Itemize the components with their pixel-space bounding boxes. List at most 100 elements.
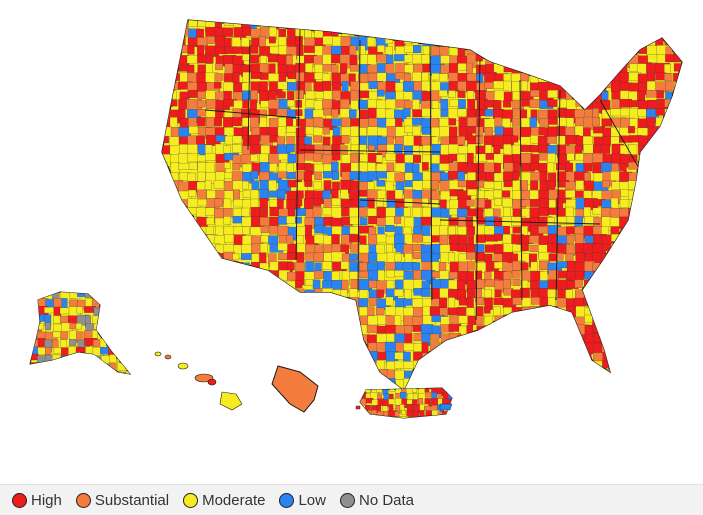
county-patch[interactable]	[213, 198, 224, 208]
county-patch[interactable]	[295, 360, 308, 369]
county-patch[interactable]	[547, 351, 560, 364]
county-patch[interactable]	[232, 163, 241, 171]
county-patch[interactable]	[250, 297, 265, 311]
county-patch[interactable]	[285, 55, 293, 67]
county-patch[interactable]	[565, 55, 580, 69]
county-patch[interactable]	[467, 315, 477, 325]
county-patch[interactable]	[241, 333, 256, 346]
county-patch[interactable]	[394, 411, 400, 417]
county-patch[interactable]	[278, 253, 288, 261]
county-patch[interactable]	[250, 170, 259, 180]
county-patch[interactable]	[556, 252, 564, 261]
county-patch[interactable]	[161, 271, 169, 283]
county-patch[interactable]	[566, 316, 575, 329]
county-patch[interactable]	[655, 108, 670, 116]
county-patch[interactable]	[665, 117, 676, 129]
county-patch[interactable]	[312, 279, 321, 289]
county-patch[interactable]	[60, 361, 74, 374]
county-patch[interactable]	[341, 297, 355, 311]
county-patch[interactable]	[674, 315, 688, 328]
county-patch[interactable]	[655, 234, 666, 249]
county-patch[interactable]	[457, 341, 467, 352]
county-patch[interactable]	[188, 280, 197, 292]
county-patch[interactable]	[566, 117, 575, 128]
county-patch[interactable]	[285, 18, 295, 28]
county-patch[interactable]	[619, 271, 633, 286]
county-patch[interactable]	[161, 207, 174, 222]
county-patch[interactable]	[638, 198, 647, 208]
county-patch[interactable]	[366, 324, 378, 333]
county-patch[interactable]	[269, 163, 278, 172]
county-patch[interactable]	[601, 271, 616, 285]
county-patch[interactable]	[276, 189, 286, 201]
county-patch[interactable]	[323, 370, 337, 379]
county-patch[interactable]	[340, 145, 348, 155]
county-patch[interactable]	[520, 314, 533, 327]
county-patch[interactable]	[358, 379, 372, 388]
county-patch[interactable]	[214, 298, 230, 309]
county-patch[interactable]	[674, 28, 687, 38]
county-patch[interactable]	[286, 315, 298, 327]
county-patch[interactable]	[674, 154, 682, 162]
county-patch[interactable]	[539, 271, 548, 282]
county-patch[interactable]	[430, 352, 441, 365]
county-patch[interactable]	[637, 343, 646, 357]
county-patch[interactable]	[367, 37, 376, 47]
county-patch[interactable]	[684, 28, 693, 37]
county-patch[interactable]	[412, 233, 424, 243]
county-patch[interactable]	[538, 19, 547, 26]
county-patch[interactable]	[233, 298, 246, 307]
county-patch[interactable]	[483, 333, 498, 346]
county-patch[interactable]	[162, 54, 175, 62]
county-patch[interactable]	[331, 279, 344, 290]
county-patch[interactable]	[520, 243, 529, 252]
county-patch[interactable]	[683, 154, 691, 161]
county-patch[interactable]	[503, 361, 512, 376]
county-patch[interactable]	[250, 369, 265, 378]
county-patch[interactable]	[655, 280, 670, 289]
county-patch[interactable]	[502, 190, 511, 198]
county-patch[interactable]	[439, 370, 448, 382]
county-patch[interactable]	[609, 217, 620, 227]
county-patch[interactable]	[503, 341, 515, 356]
county-patch[interactable]	[332, 352, 341, 365]
county-patch[interactable]	[673, 307, 681, 315]
county-patch[interactable]	[575, 27, 589, 41]
county-patch[interactable]	[232, 360, 240, 368]
county-patch[interactable]	[116, 291, 124, 300]
county-patch[interactable]	[30, 314, 37, 324]
county-patch[interactable]	[377, 411, 385, 416]
county-patch[interactable]	[187, 207, 198, 216]
county-patch[interactable]	[116, 330, 124, 343]
county-patch[interactable]	[637, 108, 647, 117]
county-patch[interactable]	[438, 36, 449, 44]
county-patch[interactable]	[424, 405, 432, 411]
county-patch[interactable]	[349, 378, 359, 390]
county-patch[interactable]	[494, 126, 505, 136]
county-patch[interactable]	[530, 180, 539, 192]
county-patch[interactable]	[412, 145, 420, 157]
county-patch[interactable]	[76, 371, 86, 377]
county-patch[interactable]	[213, 179, 225, 189]
county-patch[interactable]	[439, 343, 451, 352]
county-patch[interactable]	[386, 270, 396, 278]
county-patch[interactable]	[214, 342, 227, 356]
county-patch[interactable]	[683, 199, 694, 213]
county-patch[interactable]	[457, 90, 466, 98]
county-patch[interactable]	[376, 233, 387, 244]
county-patch[interactable]	[420, 28, 436, 39]
county-patch[interactable]	[656, 144, 666, 159]
county-patch[interactable]	[430, 180, 439, 190]
county-patch[interactable]	[205, 342, 219, 354]
county-patch[interactable]	[241, 207, 250, 217]
county-patch[interactable]	[674, 369, 683, 383]
county-patch[interactable]	[376, 54, 389, 63]
county-patch[interactable]	[475, 27, 484, 36]
county-patch[interactable]	[493, 369, 507, 378]
county-patch[interactable]	[314, 306, 323, 316]
county-patch[interactable]	[557, 342, 565, 356]
county-patch[interactable]	[494, 378, 503, 391]
county-patch[interactable]	[637, 19, 649, 28]
county-patch[interactable]	[673, 63, 687, 72]
county-patch[interactable]	[268, 235, 279, 245]
